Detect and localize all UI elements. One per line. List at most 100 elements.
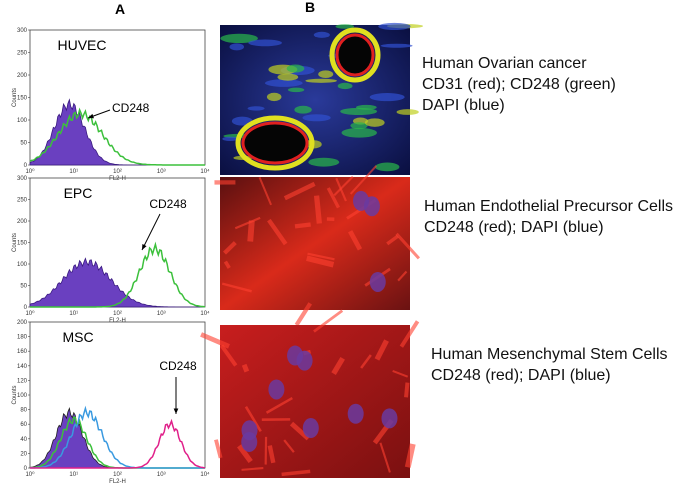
nucleus	[268, 379, 285, 400]
cell-process	[289, 421, 310, 441]
y-tick-label: 100	[17, 118, 28, 124]
tissue	[355, 104, 377, 110]
y-tick-label: 100	[17, 262, 28, 268]
x-tick-label: 10³	[157, 311, 166, 317]
cell-process	[379, 442, 391, 473]
sample-label: HUVEC	[57, 37, 106, 53]
tissue	[220, 33, 258, 44]
cell-process	[267, 445, 276, 464]
cell-process	[267, 218, 288, 246]
vessel	[235, 115, 315, 171]
nucleus	[369, 271, 386, 292]
vessel	[335, 33, 375, 77]
histogram-fill	[29, 257, 205, 308]
cell-process	[234, 216, 261, 230]
y-tick-label: 0	[24, 466, 28, 472]
nucleus	[353, 190, 370, 211]
tissue	[335, 24, 355, 29]
tissue	[380, 43, 413, 48]
tissue	[302, 114, 331, 122]
cell-process	[348, 230, 363, 251]
caption-line: Human Ovarian cancer	[422, 55, 587, 72]
y-tick-label: 300	[17, 176, 28, 182]
tissue	[277, 73, 299, 81]
y-tick-label: 40	[20, 437, 27, 443]
sample-label: EPC	[64, 185, 93, 201]
x-tick-label: 10²	[113, 169, 122, 175]
cell-process	[214, 439, 223, 459]
tissue	[378, 22, 411, 31]
y-tick-label: 140	[17, 364, 28, 370]
x-tick-label: 10⁰	[25, 471, 35, 478]
caption-line: CD248 (red); DAPI (blue)	[431, 367, 611, 384]
caption-line: Human Mesenchymal Stem Cells	[431, 346, 668, 363]
y-axis-label: Counts	[12, 233, 18, 252]
cell-process	[313, 309, 344, 333]
y-tick-label: 250	[17, 51, 28, 57]
tissue	[308, 157, 340, 167]
y-tick-label: 50	[20, 284, 27, 290]
cell-process	[219, 344, 238, 367]
tissue	[229, 43, 245, 51]
y-tick-label: 20	[20, 451, 27, 457]
tissue	[264, 79, 303, 87]
cell-process	[241, 467, 264, 471]
y-tick-label: 120	[17, 378, 28, 384]
x-axis-label: FL2-H	[109, 318, 126, 324]
cell-process	[281, 469, 311, 477]
y-tick-label: 200	[17, 320, 28, 326]
x-tick-label: 10²	[113, 311, 122, 317]
cell-process	[237, 444, 253, 464]
y-axis-label: Counts	[12, 88, 18, 107]
cell-process	[313, 195, 322, 224]
cell-process	[404, 382, 410, 398]
x-tick-label: 10⁴	[200, 310, 210, 317]
x-tick-label: 10³	[157, 472, 166, 478]
caption-line: CD31 (red); CD248 (green)	[422, 76, 616, 93]
cell-process	[326, 187, 340, 209]
arrow	[141, 213, 161, 251]
nucleus	[287, 345, 304, 366]
tissue	[337, 82, 353, 90]
tissue	[287, 87, 305, 93]
x-tick-label: 10¹	[69, 169, 78, 175]
y-tick-label: 200	[17, 219, 28, 225]
marker-label: CD248	[112, 101, 150, 115]
tissue	[341, 127, 377, 138]
cell-process	[386, 234, 399, 246]
tissue	[313, 31, 330, 38]
cell-process	[223, 260, 231, 269]
tissue	[248, 39, 282, 47]
nucleus	[347, 403, 364, 424]
y-tick-label: 60	[20, 422, 27, 428]
cell-process	[244, 406, 262, 433]
tissue	[247, 106, 265, 111]
sample-label: MSC	[62, 329, 93, 345]
cell-process	[258, 176, 273, 206]
cell-process	[392, 369, 409, 378]
arrow-head	[173, 408, 179, 414]
x-tick-label: 10⁰	[25, 310, 35, 317]
cell-process	[265, 396, 293, 414]
tissue	[318, 70, 334, 79]
x-tick-label: 10⁰	[25, 168, 35, 175]
y-tick-label: 0	[24, 305, 28, 311]
nucleus	[302, 418, 319, 439]
x-tick-label: 10⁴	[200, 471, 210, 478]
cell-process	[241, 363, 250, 373]
tissue	[286, 64, 305, 73]
cell-process	[307, 252, 335, 261]
x-tick-label: 10³	[157, 169, 166, 175]
y-tick-label: 150	[17, 241, 28, 247]
x-axis-label: FL2-H	[109, 479, 126, 485]
y-tick-label: 50	[20, 141, 27, 147]
tissue	[222, 136, 238, 142]
vessel	[329, 27, 381, 83]
x-axis-label: FL2-H	[109, 176, 126, 182]
cell-process	[200, 332, 230, 349]
y-tick-label: 100	[17, 393, 28, 399]
y-tick-label: 180	[17, 335, 28, 341]
tissue	[364, 118, 385, 127]
caption-line: CD248 (red); DAPI (blue)	[424, 219, 604, 236]
